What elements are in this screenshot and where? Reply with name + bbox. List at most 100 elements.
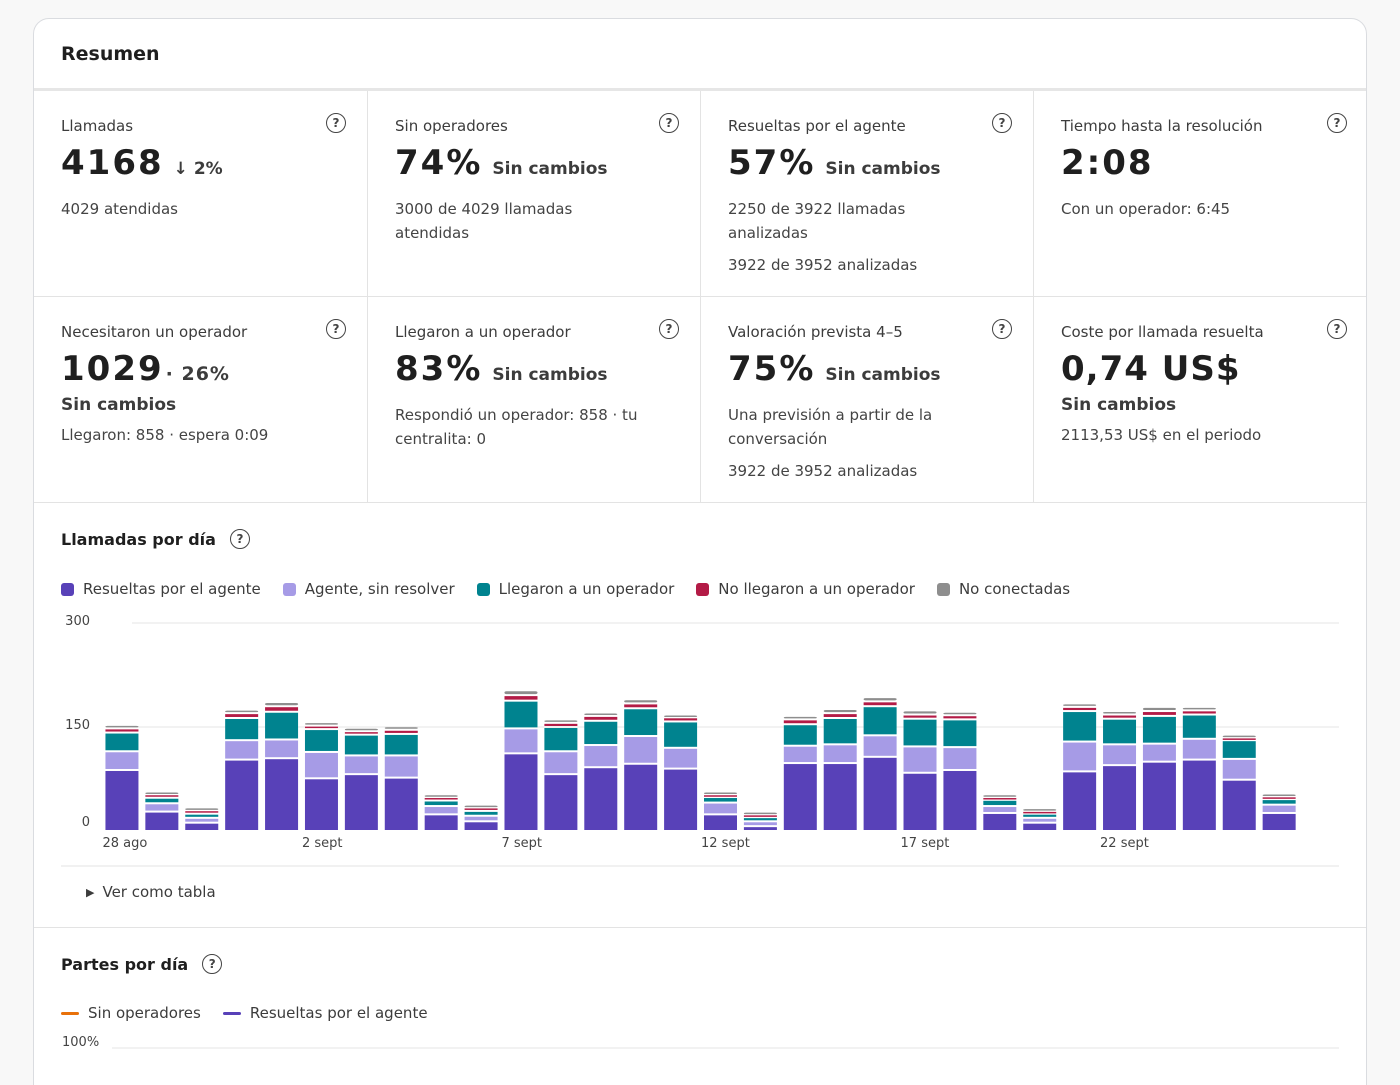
bar-segment[interactable] — [624, 737, 658, 763]
bar-segment[interactable] — [1103, 715, 1137, 718]
bar-segment[interactable] — [1023, 814, 1057, 817]
bar-segment[interactable] — [943, 748, 977, 769]
legend-item[interactable]: Resueltas por el agente — [222, 1004, 428, 1022]
help-icon[interactable]: ? — [326, 113, 346, 133]
bar-segment[interactable] — [265, 703, 299, 706]
bar-segment[interactable] — [1182, 707, 1216, 710]
bar-segment[interactable] — [145, 792, 179, 794]
bar-segment[interactable] — [983, 807, 1017, 812]
bar-segment[interactable] — [704, 792, 737, 794]
bar-segment[interactable] — [1222, 759, 1256, 779]
bar-segment[interactable] — [344, 732, 378, 734]
bar-segment[interactable] — [863, 736, 897, 756]
bar-segment[interactable] — [783, 720, 817, 724]
bar-segment[interactable] — [704, 795, 737, 797]
bar-segment[interactable] — [544, 752, 578, 774]
bar-segment[interactable] — [823, 745, 857, 763]
bar-segment[interactable] — [943, 770, 977, 830]
bar-segment[interactable] — [1182, 711, 1216, 714]
bar-segment[interactable] — [624, 700, 658, 703]
bar-segment[interactable] — [783, 725, 817, 745]
bar-segment[interactable] — [304, 752, 338, 778]
bar-segment[interactable] — [664, 722, 698, 747]
bar-segment[interactable] — [384, 727, 418, 729]
help-icon[interactable]: ? — [992, 113, 1012, 133]
bar-segment[interactable] — [903, 715, 937, 718]
bar-segment[interactable] — [863, 698, 897, 701]
bar-segment[interactable] — [863, 702, 897, 706]
bar-segment[interactable] — [464, 808, 498, 810]
bar-segment[interactable] — [1023, 823, 1057, 830]
bar-segment[interactable] — [464, 816, 498, 821]
legend-item[interactable]: No llegaron a un operador — [696, 580, 915, 598]
bar-segment[interactable] — [1262, 797, 1296, 799]
bar-segment[interactable] — [225, 741, 259, 759]
bar-segment[interactable] — [225, 714, 259, 717]
bar-segment[interactable] — [384, 756, 418, 777]
bar-segment[interactable] — [185, 808, 219, 810]
bar-segment[interactable] — [1103, 766, 1137, 830]
bar-segment[interactable] — [145, 812, 179, 830]
bar-segment[interactable] — [584, 713, 618, 715]
help-icon[interactable]: ? — [992, 319, 1012, 339]
bar-segment[interactable] — [384, 734, 418, 755]
bar-segment[interactable] — [1063, 712, 1097, 741]
bar-segment[interactable] — [424, 801, 458, 806]
bar-segment[interactable] — [344, 775, 378, 830]
bar-segment[interactable] — [265, 740, 299, 758]
bar-segment[interactable] — [1142, 712, 1176, 715]
bar-segment[interactable] — [743, 827, 777, 830]
bar-segment[interactable] — [344, 735, 378, 755]
bar-segment[interactable] — [983, 800, 1017, 806]
help-icon[interactable]: ? — [1327, 113, 1347, 133]
bar-segment[interactable] — [943, 720, 977, 747]
bar-segment[interactable] — [544, 775, 578, 830]
bar-segment[interactable] — [1222, 738, 1256, 740]
bar-segment[interactable] — [743, 822, 777, 826]
legend-item[interactable]: Agente, sin resolver — [282, 580, 455, 598]
bar-segment[interactable] — [1063, 704, 1097, 706]
bar-segment[interactable] — [1063, 742, 1097, 771]
bar-segment[interactable] — [823, 709, 857, 713]
bar-segment[interactable] — [863, 757, 897, 830]
bar-segment[interactable] — [384, 730, 418, 733]
bar-segment[interactable] — [783, 746, 817, 763]
bar-segment[interactable] — [185, 818, 219, 822]
bar-segment[interactable] — [1103, 719, 1137, 744]
bar-segment[interactable] — [304, 723, 338, 725]
bar-segment[interactable] — [265, 712, 299, 739]
legend-item[interactable]: Llegaron a un operador — [476, 580, 674, 598]
bar-segment[interactable] — [1222, 735, 1256, 738]
bar-segment[interactable] — [743, 815, 777, 817]
help-icon[interactable]: ? — [659, 319, 679, 339]
bar-segment[interactable] — [504, 729, 538, 753]
bar-segment[interactable] — [704, 798, 737, 802]
bar-segment[interactable] — [1103, 712, 1137, 714]
bar-segment[interactable] — [943, 716, 977, 719]
bar-segment[interactable] — [1262, 800, 1296, 804]
bar-segment[interactable] — [544, 720, 578, 722]
help-icon[interactable]: ? — [326, 319, 346, 339]
help-icon[interactable]: ? — [1327, 319, 1347, 339]
bar-segment[interactable] — [344, 728, 378, 731]
bar-segment[interactable] — [823, 764, 857, 830]
bar-segment[interactable] — [145, 798, 179, 803]
bar-segment[interactable] — [584, 768, 618, 830]
bar-segment[interactable] — [1142, 716, 1176, 743]
bar-segment[interactable] — [1262, 813, 1296, 830]
bar-segment[interactable] — [1023, 811, 1057, 814]
bar-segment[interactable] — [1023, 809, 1057, 811]
help-icon[interactable]: ? — [659, 113, 679, 133]
bar-segment[interactable] — [704, 815, 737, 830]
legend-item[interactable]: No conectadas — [936, 580, 1070, 598]
bar-segment[interactable] — [1023, 818, 1057, 822]
bar-segment[interactable] — [863, 707, 897, 735]
bar-segment[interactable] — [464, 805, 498, 808]
bar-segment[interactable] — [1142, 707, 1176, 711]
bar-segment[interactable] — [1063, 772, 1097, 830]
bar-segment[interactable] — [464, 822, 498, 830]
bar-segment[interactable] — [185, 811, 219, 813]
bar-segment[interactable] — [1063, 707, 1097, 711]
bar-segment[interactable] — [704, 803, 737, 814]
bar-segment[interactable] — [424, 815, 458, 830]
